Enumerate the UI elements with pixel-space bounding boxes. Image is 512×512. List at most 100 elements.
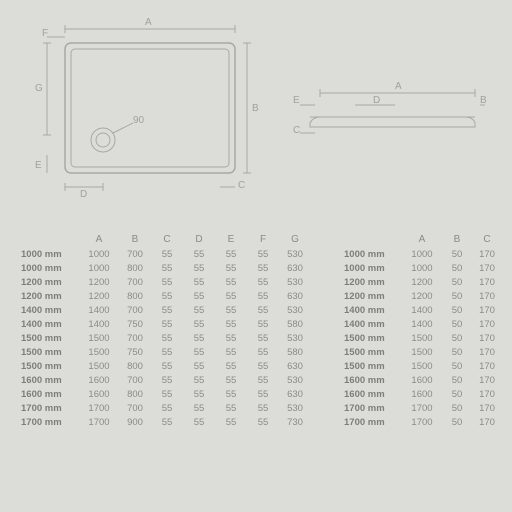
row-name-cell: 1000 mm xyxy=(18,247,79,261)
col-header xyxy=(341,232,402,247)
data-cell: 55 xyxy=(151,247,183,261)
data-cell: 170 xyxy=(472,289,502,303)
label-A-side: A xyxy=(395,81,402,92)
data-cell: 50 xyxy=(442,401,472,415)
data-cell: 1200 xyxy=(79,275,119,289)
data-cell: 530 xyxy=(279,275,311,289)
data-cell: 55 xyxy=(151,415,183,429)
data-cell: 55 xyxy=(151,345,183,359)
table-row: 1700 mm1700501703035 xyxy=(341,401,512,415)
data-cell: 50 xyxy=(442,331,472,345)
row-name-cell: 1500 mm xyxy=(18,359,79,373)
data-cell: 700 xyxy=(119,401,151,415)
col-header: B xyxy=(442,232,472,247)
table-row: 1500 mm150075055555555580 xyxy=(18,345,311,359)
data-cell: 30 xyxy=(502,401,512,415)
data-cell: 50 xyxy=(442,303,472,317)
data-cell: 55 xyxy=(151,373,183,387)
label-E-left: E xyxy=(35,160,42,171)
data-cell: 1400 xyxy=(79,303,119,317)
data-cell: 530 xyxy=(279,331,311,345)
col-header: G xyxy=(279,232,311,247)
row-name-cell: 1500 mm xyxy=(18,345,79,359)
row-name-cell: 1700 mm xyxy=(18,415,79,429)
row-name-cell: 1500 mm xyxy=(18,331,79,345)
data-cell: 1700 xyxy=(402,415,442,429)
data-cell: 55 xyxy=(183,261,215,275)
dimensions-table-1: ABCDEFG 1000 mm1000700555555555301000 mm… xyxy=(18,232,311,429)
col-header: D xyxy=(502,232,512,247)
data-cell: 30 xyxy=(502,275,512,289)
data-cell: 1600 xyxy=(79,373,119,387)
table-row: 1700 mm170090055555555730 xyxy=(18,415,311,429)
data-cell: 30 xyxy=(502,331,512,345)
data-cell: 1200 xyxy=(402,289,442,303)
data-cell: 1200 xyxy=(79,289,119,303)
data-cell: 1000 xyxy=(79,247,119,261)
data-cell: 750 xyxy=(119,345,151,359)
table-row: 1600 mm160080055555555630 xyxy=(18,387,311,401)
data-cell: 55 xyxy=(183,247,215,261)
data-cell: 700 xyxy=(119,303,151,317)
data-cell: 55 xyxy=(247,345,279,359)
data-cell: 170 xyxy=(472,345,502,359)
data-cell: 1400 xyxy=(79,317,119,331)
data-cell: 900 xyxy=(119,415,151,429)
row-name-cell: 1000 mm xyxy=(18,261,79,275)
data-cell: 30 xyxy=(502,373,512,387)
table1-body: 1000 mm1000700555555555301000 mm10008005… xyxy=(18,247,311,429)
row-name-cell: 1500 mm xyxy=(341,345,402,359)
label-B-side: B xyxy=(480,95,487,106)
row-name-cell: 1400 mm xyxy=(341,303,402,317)
data-cell: 700 xyxy=(119,247,151,261)
label-B-right: B xyxy=(252,103,259,114)
data-cell: 30 xyxy=(502,345,512,359)
table-row: 1400 mm140075055555555580 xyxy=(18,317,311,331)
data-cell: 50 xyxy=(442,247,472,261)
table-row: 1000 mm1000501703035 xyxy=(341,261,512,275)
table-row: 1500 mm150070055555555530 xyxy=(18,331,311,345)
table-row: 1600 mm1600501703035 xyxy=(341,373,512,387)
data-cell: 800 xyxy=(119,359,151,373)
data-cell: 55 xyxy=(183,331,215,345)
label-D-side: D xyxy=(373,95,380,106)
data-cell: 170 xyxy=(472,275,502,289)
data-cell: 55 xyxy=(215,317,247,331)
data-cell: 55 xyxy=(183,401,215,415)
table-row: 1500 mm150080055555555630 xyxy=(18,359,311,373)
data-cell: 170 xyxy=(472,317,502,331)
data-cell: 1400 xyxy=(402,317,442,331)
data-cell: 55 xyxy=(151,317,183,331)
data-cell: 1600 xyxy=(79,387,119,401)
data-cell: 55 xyxy=(215,401,247,415)
data-cell: 170 xyxy=(472,387,502,401)
data-cell: 30 xyxy=(502,289,512,303)
col-header: E xyxy=(215,232,247,247)
row-name-cell: 1500 mm xyxy=(341,359,402,373)
data-cell: 580 xyxy=(279,345,311,359)
table-row: 1500 mm1500501703035 xyxy=(341,345,512,359)
data-cell: 50 xyxy=(442,345,472,359)
data-cell: 1200 xyxy=(402,275,442,289)
data-cell: 55 xyxy=(183,373,215,387)
data-cell: 50 xyxy=(442,359,472,373)
data-cell: 55 xyxy=(247,373,279,387)
row-name-cell: 1700 mm xyxy=(341,401,402,415)
data-cell: 55 xyxy=(215,289,247,303)
data-cell: 1500 xyxy=(79,331,119,345)
data-cell: 700 xyxy=(119,373,151,387)
col-header: A xyxy=(79,232,119,247)
table-row: 1400 mm1400501703035 xyxy=(341,317,512,331)
data-cell: 630 xyxy=(279,359,311,373)
data-cell: 1500 xyxy=(79,345,119,359)
data-cell: 1600 xyxy=(402,387,442,401)
row-name-cell: 1700 mm xyxy=(341,415,402,429)
data-cell: 55 xyxy=(151,387,183,401)
table-row: 1200 mm1200501703035 xyxy=(341,289,512,303)
table2-body: 1000 mm10005017030351000 mm1000501703035… xyxy=(341,247,512,429)
row-name-cell: 1600 mm xyxy=(341,373,402,387)
table-row: 1400 mm140070055555555530 xyxy=(18,303,311,317)
data-cell: 50 xyxy=(442,261,472,275)
data-cell: 1500 xyxy=(402,331,442,345)
label-D-bottom: D xyxy=(80,189,87,200)
